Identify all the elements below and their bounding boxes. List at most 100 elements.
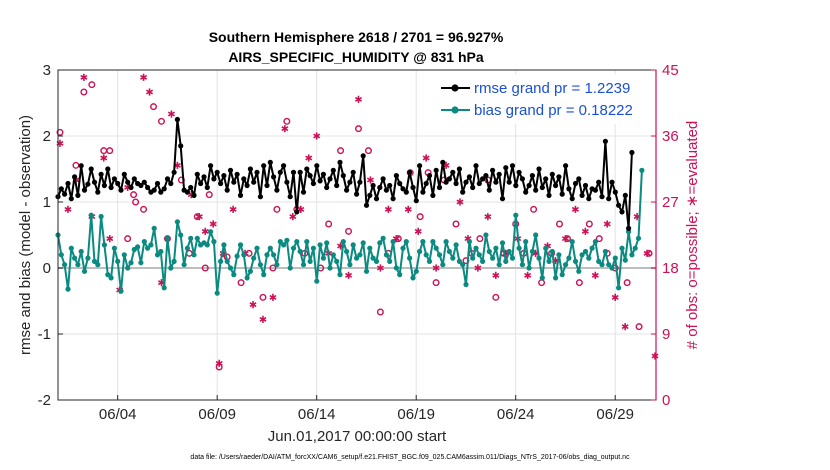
rmse-point	[523, 189, 529, 195]
bias-point	[184, 245, 190, 251]
bias-point	[317, 242, 323, 248]
legend-rmse-label: rmse grand pr = 1.2239	[474, 80, 630, 97]
rmse-point	[606, 196, 612, 202]
rmse-point	[254, 169, 260, 175]
rmse-point	[387, 182, 393, 189]
y-tick-label: 3	[43, 62, 51, 79]
obs-evaluated-point	[209, 220, 217, 228]
bias-point	[450, 255, 456, 261]
obs-possible-point	[364, 147, 372, 155]
bias-point	[549, 248, 555, 255]
x-axis-ticks: 06/04 06/09 06/14 06/19 06/24 06/29	[99, 395, 634, 423]
bias-point	[307, 258, 313, 264]
obs-evaluated-point	[106, 235, 114, 243]
bias-point	[476, 252, 482, 258]
bias-point	[436, 252, 443, 258]
bias-point	[284, 237, 290, 243]
rmse-point	[390, 196, 396, 202]
rmse-point	[430, 192, 436, 198]
bias-point	[563, 262, 569, 268]
obs-evaluated-point	[474, 264, 482, 272]
rmse-point	[536, 166, 542, 172]
bias-point	[62, 262, 68, 268]
legend-rmse-marker	[451, 84, 459, 92]
bias-point	[337, 272, 343, 278]
rmse-point	[171, 169, 177, 175]
bias-point	[499, 240, 506, 246]
obs-possible-point	[452, 220, 460, 228]
rmse-point	[320, 171, 326, 177]
rmse-point	[407, 169, 413, 175]
bias-point	[513, 212, 519, 218]
x-axis-label: Jun.01,2017 00:00:00 start	[268, 428, 447, 445]
rmse-point	[75, 192, 81, 198]
rmse-point	[526, 182, 532, 189]
rmse-point	[466, 174, 472, 180]
obs-evaluated-point	[195, 213, 203, 221]
rmse-point	[490, 167, 496, 173]
bias-point	[572, 258, 579, 264]
bias-point	[592, 239, 599, 245]
bias-point	[490, 255, 496, 261]
rmse-point	[324, 184, 330, 191]
bias-point	[493, 245, 499, 251]
legend-bias-marker	[451, 106, 459, 114]
bias-point	[400, 245, 406, 251]
bias-point	[145, 245, 151, 251]
bias-point	[334, 258, 340, 264]
legend-box	[437, 74, 652, 124]
rmse-point	[164, 176, 171, 182]
rmse-point	[277, 169, 283, 175]
rmse-point	[446, 176, 452, 182]
rmse-point	[290, 169, 297, 175]
rmse-point	[194, 171, 200, 177]
rmse-point	[244, 182, 250, 189]
bias-point	[602, 248, 609, 255]
obs-evaluated-point	[249, 301, 257, 309]
bias-point	[553, 275, 559, 281]
bias-point	[300, 262, 307, 268]
rmse-point	[513, 182, 519, 189]
bias-point	[75, 262, 81, 268]
rmse-point	[310, 180, 316, 187]
bias-point	[543, 245, 549, 251]
bias-point	[68, 245, 74, 251]
bias-point	[304, 239, 310, 245]
bias-point	[420, 239, 426, 245]
bias-point	[194, 235, 200, 241]
bias-point	[529, 248, 536, 255]
rmse-point	[261, 163, 267, 169]
obs-possible-point	[585, 220, 593, 228]
bias-point	[354, 255, 360, 261]
bias-point	[171, 258, 177, 264]
bias-point	[430, 239, 436, 245]
bias-point	[433, 245, 439, 251]
obs-evaluated-point	[376, 264, 384, 272]
rmse-point	[480, 176, 486, 182]
rmse-point	[85, 181, 91, 187]
rmse-point	[267, 159, 273, 165]
bias-point	[533, 232, 539, 238]
bias-point	[168, 265, 174, 271]
rmse-point	[556, 174, 562, 180]
rmse-point	[612, 189, 618, 195]
obs-possible-point	[132, 198, 140, 206]
obs-evaluated-point	[64, 205, 72, 213]
obs-evaluated-point	[651, 352, 659, 360]
rmse-point	[327, 176, 333, 182]
bias-point	[191, 252, 197, 258]
rmse-point	[516, 169, 522, 175]
bias-point	[456, 258, 462, 264]
obs-evaluated-point	[571, 205, 579, 213]
obs-possible-point	[325, 220, 333, 228]
bias-point	[118, 288, 124, 294]
bias-point	[589, 245, 595, 251]
obs-evaluated-point	[313, 132, 321, 140]
bias-point	[440, 262, 446, 268]
rmse-point	[224, 187, 230, 193]
obs-evaluated-point	[366, 176, 374, 184]
rmse-point	[360, 153, 366, 159]
bias-point	[619, 245, 625, 251]
rmse-point	[154, 180, 161, 187]
